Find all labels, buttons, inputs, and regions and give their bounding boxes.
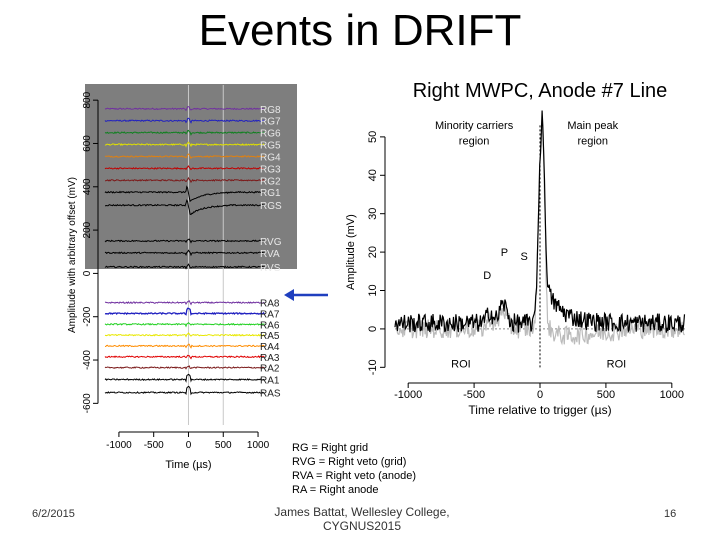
- trace-ra7: [104, 307, 265, 316]
- annotation-label: D: [483, 270, 491, 282]
- trace-ra6: [104, 321, 265, 328]
- x-tick-label: -500: [144, 440, 164, 451]
- trace-ra4: [104, 343, 265, 349]
- stacked-waveform-chart: RG8RG7RG6RG5RG4RG3RG2RG1RGSRVGRVARVSRA8R…: [67, 84, 297, 471]
- x-tick-label: 500: [215, 440, 232, 451]
- trace-label: RG1: [260, 188, 281, 199]
- trace-label: RA1: [260, 376, 280, 387]
- legend-line: RVG = Right veto (grid): [292, 456, 407, 468]
- y-tick-label: 30: [367, 208, 379, 220]
- trace-label: RG2: [260, 176, 281, 187]
- y-tick-label: 10: [367, 284, 379, 296]
- annotation-label: Minority carriers: [435, 120, 514, 132]
- trace-rg8: [104, 106, 265, 112]
- trace-rvs: [104, 263, 265, 270]
- trace-label: RVS: [260, 263, 281, 274]
- y-tick-label: 400: [82, 178, 93, 195]
- footer-date: 6/2/2015: [32, 508, 75, 520]
- trace-rg1: [104, 185, 265, 203]
- trace-label: RG5: [260, 141, 281, 152]
- trace-label: RG8: [260, 105, 281, 116]
- annotation-label: ROI: [451, 358, 471, 370]
- anode7-axes: -10 0 10 20 30 40 50 Amplitude (mV) -1000 -500 0 50…: [345, 131, 684, 417]
- trace-ra8: [104, 300, 265, 306]
- y-axis-title: Amplitude with arbitrary offset (mV): [67, 177, 78, 333]
- x-tick-label: 1000: [247, 440, 270, 451]
- trace-ra1: [104, 373, 265, 383]
- trace-ra2: [104, 365, 265, 370]
- page-number: 16: [664, 508, 677, 520]
- y-tick-label: -400: [82, 350, 93, 370]
- trace-label: RA7: [260, 309, 280, 320]
- x-tick-label: 1000: [660, 389, 684, 401]
- y-axis-title: Amplitude (mV): [345, 214, 357, 290]
- y-tick-label: 200: [82, 221, 93, 238]
- trace-ra5: [104, 332, 265, 338]
- trace-label: RG4: [260, 152, 281, 163]
- trace-rg5: [104, 141, 265, 148]
- highlight-arrow-icon: [284, 289, 328, 301]
- y-tick-label: 50: [367, 131, 379, 143]
- trace-ras: [104, 385, 265, 396]
- legend-line: RVA = Right veto (anode): [292, 470, 417, 482]
- trace-label: RA8: [260, 299, 280, 310]
- x-tick-label: 0: [186, 440, 192, 451]
- trace-label: RA6: [260, 320, 280, 331]
- x-tick-label: -500: [463, 389, 485, 401]
- annotation-label: Main peak: [567, 120, 618, 132]
- trace-label: RAS: [260, 389, 281, 400]
- x-tick-label: -1000: [106, 440, 132, 451]
- footer-author: James Battat, Wellesley College, CYGNUS2…: [274, 505, 450, 533]
- y-tick-label: 800: [82, 91, 93, 108]
- stacked-waveform-axes: 800 600 400 200 0 -200 -400 -600 Amplitude with …: [67, 91, 270, 471]
- anode7-plot-area: Minority carriers region Main peak region P S…: [394, 110, 686, 370]
- annotation-label: region: [459, 136, 490, 148]
- series-filtered: [394, 110, 686, 334]
- annotation-label: S: [521, 251, 528, 263]
- y-tick-label: 600: [82, 135, 93, 152]
- trace-label: RGS: [260, 201, 282, 212]
- trace-ra3: [104, 354, 265, 360]
- anode7-waveform-chart: Minority carriers region Main peak region P S…: [345, 110, 686, 417]
- y-tick-label: 0: [367, 326, 379, 332]
- trace-label: RA3: [260, 353, 280, 364]
- trace-label: RVG: [260, 237, 282, 248]
- legend-line: RG = Right grid: [292, 442, 369, 454]
- trace-rgs: [105, 199, 265, 216]
- trace-label: RG7: [260, 117, 281, 128]
- channel-legend: RG = Right grid RVG = Right veto (grid) …: [292, 441, 416, 497]
- trace-rg6: [104, 129, 265, 136]
- stacked-waveform-plot-area: RG8RG7RG6RG5RG4RG3RG2RG1RGSRVGRVARVSRA8R…: [104, 85, 282, 425]
- x-axis-title: Time (µs): [165, 459, 211, 471]
- y-tick-label: 0: [82, 270, 93, 276]
- trace-label: RA5: [260, 331, 280, 342]
- y-tick-label: -10: [367, 359, 379, 375]
- right-panel-caption: Right MWPC, Anode #7 Line: [412, 80, 668, 102]
- trace-label: RG6: [260, 129, 281, 140]
- x-tick-label: -1000: [394, 389, 422, 401]
- trace-label: RVA: [260, 249, 280, 260]
- y-tick-label: 20: [367, 246, 379, 258]
- annotation-label: region: [577, 136, 608, 148]
- x-axis-title: Time relative to trigger (µs): [468, 403, 611, 417]
- trace-rg3: [104, 165, 265, 171]
- legend-line: RA = Right anode: [292, 484, 379, 496]
- trace-label: RA2: [260, 364, 280, 375]
- grid-channels-shaded-panel: [85, 84, 297, 269]
- y-tick-label: -600: [82, 393, 93, 413]
- annotation-label: ROI: [607, 358, 627, 370]
- slide-title: Events in DRIFT: [198, 6, 522, 55]
- y-tick-label: 40: [367, 169, 379, 181]
- trace-rg7: [104, 117, 265, 124]
- x-tick-label: 500: [597, 389, 615, 401]
- trace-rg4: [104, 153, 265, 160]
- x-tick-label: 0: [537, 389, 543, 401]
- trace-label: RA4: [260, 342, 280, 353]
- trace-rg2: [105, 176, 265, 184]
- annotation-label: P: [501, 247, 508, 259]
- trace-label: RG3: [260, 164, 281, 175]
- trace-rvg: [104, 238, 265, 244]
- y-tick-label: -200: [82, 306, 93, 326]
- trace-rva: [104, 249, 265, 257]
